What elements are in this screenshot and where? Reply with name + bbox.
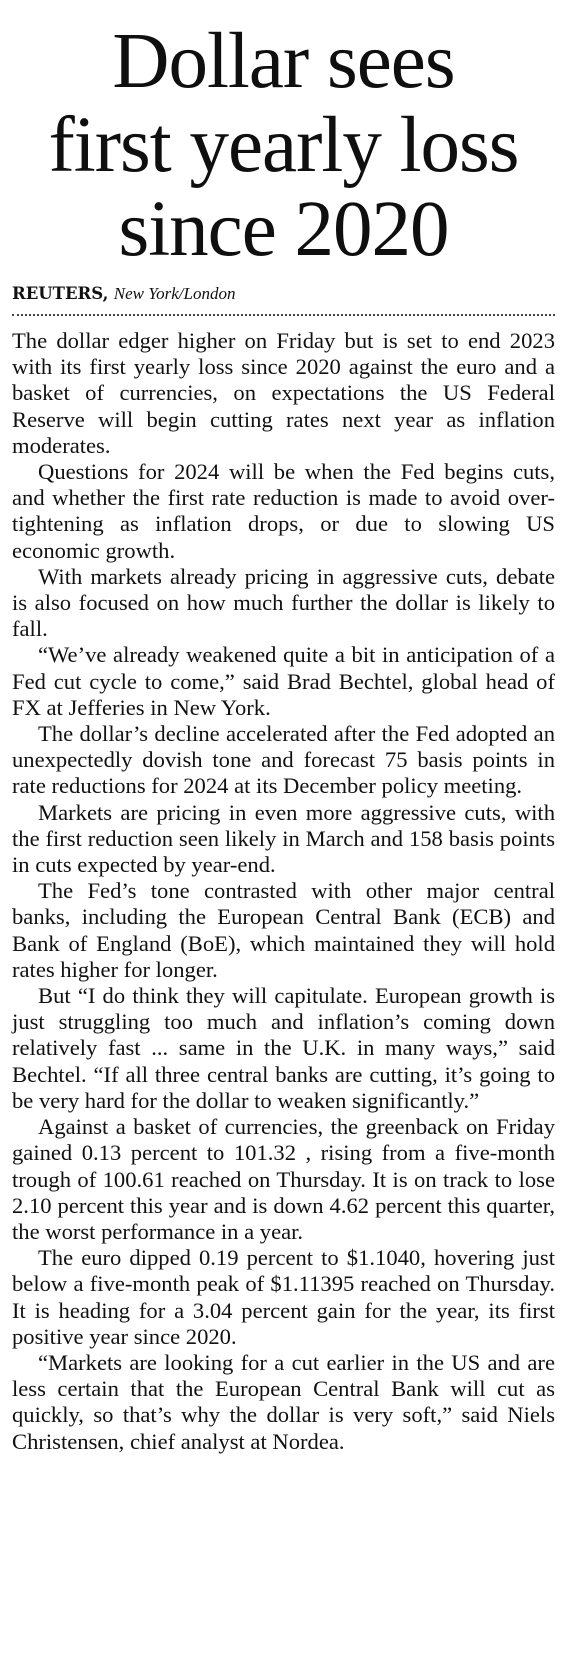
byline-agency: REUTERS,	[12, 284, 109, 303]
headline-line: Dollar sees	[112, 18, 455, 105]
article-paragraph: The Fed’s tone contrasted with other maj…	[12, 878, 555, 982]
article-paragraph: “We’ve already weakened quite a bit in a…	[12, 642, 555, 720]
article-body: The dollar edger higher on Friday but is…	[12, 328, 555, 1455]
article-paragraph: Against a basket of currencies, the gree…	[12, 1114, 555, 1244]
headline: Dollar sees first yearly loss since 2020	[12, 0, 555, 272]
article-paragraph: Questions for 2024 will be when the Fed …	[12, 459, 555, 563]
article-paragraph: The dollar edger higher on Friday but is…	[12, 328, 555, 458]
headline-line: since 2020	[118, 186, 449, 273]
article-paragraph: The dollar’s decline accelerated after t…	[12, 721, 555, 799]
article-paragraph: “Markets are looking for a cut earlier i…	[12, 1349, 555, 1454]
headline-line: first yearly loss	[48, 102, 519, 189]
article-paragraph: With markets already pricing in aggressi…	[12, 563, 555, 642]
byline-location: New York/London	[113, 284, 236, 303]
dotted-divider	[12, 314, 555, 316]
article-paragraph: The euro dipped 0.19 percent to $1.1040,…	[12, 1245, 555, 1349]
article-paragraph: Markets are pricing in even more aggress…	[12, 799, 555, 878]
article-paragraph: But “I do think they will capitulate. Eu…	[12, 983, 555, 1113]
news-article: Dollar sees first yearly loss since 2020…	[12, 0, 555, 1455]
byline: REUTERS, New York/London	[12, 282, 555, 306]
